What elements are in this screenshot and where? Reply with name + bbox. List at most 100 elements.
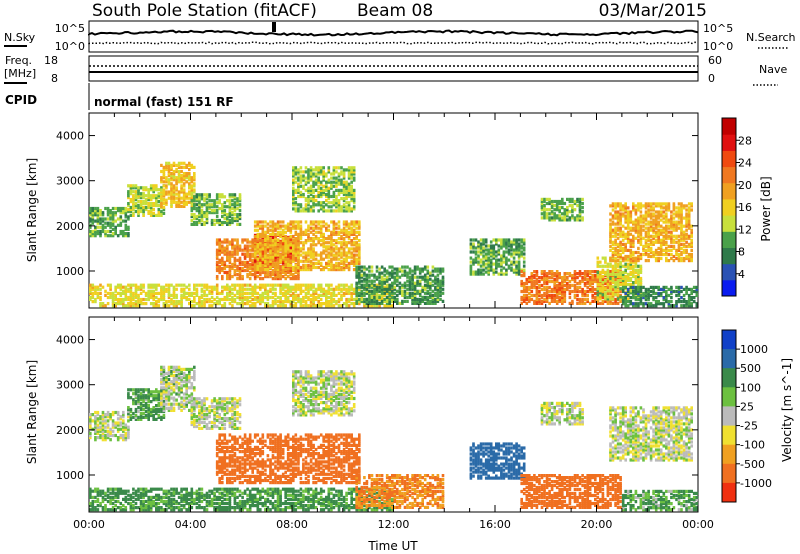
range-gate-cell [274, 283, 277, 287]
range-gate-cell [314, 253, 318, 257]
range-gate-cell [276, 261, 280, 265]
range-gate-cell [198, 209, 201, 213]
range-gate-cell [165, 161, 168, 165]
range-gate-cell [632, 268, 635, 272]
range-gate-cell [393, 281, 397, 285]
range-gate-cell [276, 224, 280, 228]
range-gate-cell [180, 188, 183, 192]
range-gate-cell [624, 242, 627, 246]
range-gate-cell [619, 202, 622, 206]
range-gate-cell [606, 301, 610, 305]
range-gate-cell [626, 234, 630, 238]
range-gate-cell [132, 198, 135, 202]
range-gate-cell [634, 228, 638, 232]
range-gate-cell [137, 207, 140, 212]
range-gate-cell [477, 246, 480, 250]
range-gate-cell [231, 213, 234, 217]
range-gate-cell [284, 289, 287, 293]
range-gate-cell [474, 270, 478, 274]
range-gate-cell [342, 241, 346, 245]
range-gate-cell [378, 283, 381, 287]
range-gate-cell [122, 219, 125, 223]
range-gate-cell [228, 201, 232, 205]
range-gate-cell [236, 242, 239, 246]
range-gate-cell [500, 238, 503, 242]
range-gate-cell [223, 262, 227, 266]
range-gate-cell [231, 240, 234, 244]
range-gate-cell [347, 201, 351, 205]
range-gate-cell [256, 232, 260, 236]
range-gate-cell [332, 224, 336, 228]
range-gate-cell [352, 304, 356, 308]
range-gate-cell [423, 267, 427, 271]
range-gate-cell [246, 254, 249, 258]
range-gate-cell [566, 197, 569, 201]
range-gate-cell [358, 281, 361, 285]
range-gate-cell [520, 270, 523, 274]
range-gate-cell [223, 266, 227, 271]
range-gate-cell [167, 291, 171, 295]
range-gate-cell [380, 271, 384, 275]
range-gate-cell [550, 295, 554, 300]
range-gate-cell [228, 302, 232, 306]
range-gate-cell [626, 274, 630, 279]
range-gate-cell [294, 224, 298, 228]
range-gate-cell [611, 214, 615, 218]
range-gate-cell [401, 265, 404, 269]
nsearch-label: N.Search [746, 31, 796, 44]
range-gate-cell [261, 295, 265, 300]
range-gate-cell [614, 274, 617, 279]
range-gate-cell [411, 301, 414, 305]
range-gate-cell [342, 285, 346, 289]
range-gate-cell [144, 200, 148, 204]
range-gate-cell [358, 299, 361, 303]
range-gate-cell [218, 207, 221, 211]
range-gate-cell [616, 262, 620, 266]
range-gate-cell [269, 228, 272, 232]
range-gate-cell [269, 257, 272, 261]
range-gate-cell [292, 166, 295, 170]
range-gate-cell [492, 244, 496, 248]
range-gate-cell [545, 197, 549, 201]
range-gate-cell [484, 244, 488, 248]
range-gate-cell [160, 204, 163, 208]
range-gate-cell [601, 285, 605, 289]
range-gate-cell [167, 300, 171, 304]
range-gate-cell [644, 234, 648, 238]
range-gate-cell [322, 251, 325, 255]
range-gate-cell [561, 297, 564, 302]
range-gate-cell [601, 301, 605, 305]
range-gate-cell [502, 252, 506, 256]
range-gate-cell [474, 260, 478, 264]
range-gate-cell [327, 283, 331, 287]
range-gate-cell [576, 276, 579, 280]
range-gate-cell [365, 277, 369, 281]
range-gate-cell [484, 258, 488, 262]
range-gate-cell [274, 224, 277, 228]
range-gate-cell [286, 257, 290, 261]
range-gate-cell [632, 236, 635, 240]
range-gate-cell [170, 172, 173, 176]
range-gate-cell [555, 272, 559, 276]
range-gate-cell [231, 295, 234, 300]
range-gate-cell [340, 304, 343, 308]
range-gate-cell [203, 302, 206, 306]
range-gate-cell [345, 190, 348, 194]
range-gate-cell [269, 255, 272, 259]
range-gate-cell [535, 289, 539, 294]
range-gate-cell [167, 287, 171, 291]
range-gate-cell [507, 264, 511, 268]
range-gate-cell [477, 256, 480, 260]
range-gate-cell [411, 283, 414, 287]
range-gate-cell [576, 199, 579, 204]
range-gate-cell [195, 209, 199, 213]
range-gate-cell [609, 287, 612, 291]
range-gate-cell [368, 301, 371, 305]
range-gate-cell [647, 244, 650, 248]
range-gate-cell [292, 201, 295, 205]
range-gate-cell [403, 295, 407, 299]
range-gate-cell [581, 197, 584, 201]
range-gate-cell [616, 242, 620, 246]
range-gate-cell [205, 216, 209, 221]
range-gate-cell [248, 240, 252, 244]
